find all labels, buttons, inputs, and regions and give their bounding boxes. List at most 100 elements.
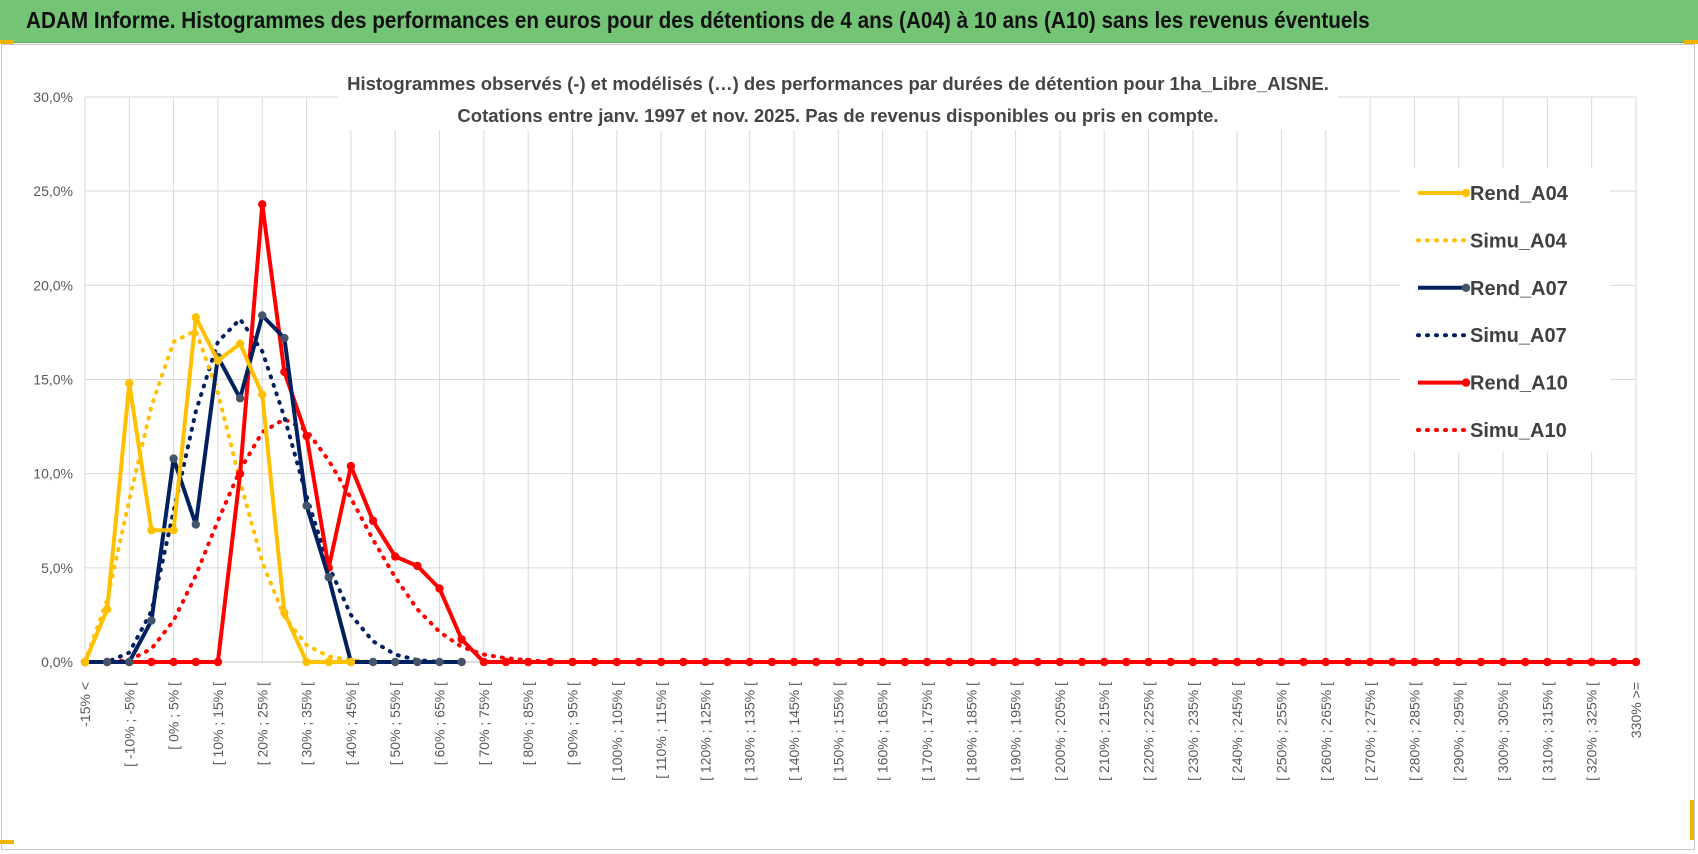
- data-point-Rend_A10: [967, 657, 976, 667]
- data-point-Rend_A07: [280, 333, 289, 343]
- data-point-Rend_A10: [767, 657, 777, 667]
- data-point-Rend_A10: [701, 657, 710, 667]
- x-tick-label: [ 150% ; 155% [: [830, 682, 846, 781]
- data-point-Rend_A07: [324, 573, 333, 582]
- legend-item-Simu_A07: Simu_A07: [1416, 325, 1567, 347]
- chart-title-line-2: Cotations entre janv. 1997 et nov. 2025.…: [457, 105, 1218, 126]
- x-tick-label: [ 80% ; 85% [: [520, 682, 536, 765]
- data-point-Rend_A10: [1188, 657, 1198, 667]
- y-tick-label: 15,0%: [33, 372, 73, 388]
- x-tick-label: [ 230% ; 235% [: [1185, 682, 1201, 781]
- chart-title: Histogrammes observés (-) et modélisés (…: [338, 64, 1338, 130]
- legend: Rend_A04 Simu_A04 Rend_A07 Simu_A07 Rend_A10…: [1400, 168, 1610, 452]
- y-tick-label: 25,0%: [33, 183, 73, 199]
- data-point-Rend_A07: [413, 657, 422, 667]
- x-tick-label: [ 270% ; 275% [: [1362, 682, 1378, 781]
- data-point-Rend_A10: [1521, 657, 1530, 667]
- series-line-Simu_A04: [83, 328, 375, 664]
- data-point-Rend_A10: [546, 657, 555, 667]
- x-tick-label: [ 180% ; 185% [: [963, 682, 979, 781]
- legend-label: Rend_A10: [1470, 373, 1568, 395]
- series-Simu_A07: [83, 317, 442, 664]
- data-point-Rend_A07: [169, 454, 178, 463]
- data-point-Rend_A10: [413, 561, 422, 571]
- data-point-Rend_A04: [125, 379, 134, 388]
- data-point-Rend_A10: [1365, 657, 1375, 667]
- x-tick-label: [ 310% ; 315% [: [1539, 682, 1555, 781]
- legend-item-Simu_A04: Simu_A04: [1416, 230, 1568, 252]
- legend-marker: [1461, 188, 1471, 198]
- x-tick-label: -15% <: [77, 682, 93, 727]
- data-point-Rend_A07: [368, 657, 378, 667]
- data-point-Rend_A10: [1565, 657, 1574, 667]
- data-point-Rend_A10: [1122, 657, 1131, 667]
- x-tick-label: [ 10% ; 15% [: [210, 682, 226, 765]
- data-point-Rend_A04: [235, 339, 245, 348]
- data-point-Rend_A10: [1343, 657, 1353, 667]
- data-point-Rend_A04: [169, 525, 178, 535]
- legend-item-Simu_A10: Simu_A10: [1416, 420, 1567, 442]
- x-tick-label: [ 210% ; 215% [: [1096, 682, 1112, 781]
- data-point-Rend_A07: [147, 616, 156, 625]
- data-point-Rend_A10: [834, 657, 843, 667]
- data-point-Rend_A10: [1543, 657, 1552, 667]
- data-point-Rend_A04: [280, 608, 289, 618]
- data-point-Rend_A10: [368, 516, 378, 525]
- data-point-Rend_A07: [302, 501, 311, 510]
- data-point-Rend_A10: [1255, 657, 1264, 667]
- x-tick-label: [ 300% ; 305% [: [1495, 682, 1511, 781]
- legend-box: [1400, 168, 1610, 452]
- data-point-Rend_A10: [302, 431, 311, 441]
- data-point-Rend_A10: [723, 657, 732, 667]
- legend-label: Rend_A04: [1470, 183, 1569, 205]
- data-point-Rend_A10: [944, 657, 954, 667]
- data-point-Rend_A10: [1055, 657, 1065, 667]
- data-point-Rend_A10: [1144, 657, 1153, 667]
- data-point-Rend_A10: [1609, 657, 1619, 667]
- data-point-Rend_A10: [1631, 657, 1641, 667]
- data-point-Rend_A10: [1587, 657, 1596, 667]
- data-point-Rend_A04: [324, 657, 333, 667]
- data-point-Rend_A10: [811, 657, 821, 667]
- data-point-Rend_A10: [1432, 657, 1441, 667]
- y-tick-label: 10,0%: [33, 466, 73, 482]
- gridlines: [84, 96, 1637, 663]
- data-point-Rend_A10: [1210, 657, 1220, 667]
- data-point-Rend_A04: [302, 657, 311, 667]
- data-point-Rend_A10: [391, 552, 400, 561]
- data-point-Rend_A07: [457, 657, 466, 667]
- y-tick-label: 5,0%: [41, 560, 73, 576]
- data-point-Rend_A10: [1011, 657, 1020, 667]
- legend-marker: [1461, 283, 1471, 292]
- legend-label: Simu_A04: [1470, 230, 1568, 252]
- data-point-Rend_A10: [856, 657, 865, 667]
- x-tick-label: 330% >=: [1628, 682, 1644, 738]
- data-point-Rend_A07: [191, 520, 200, 529]
- data-point-Rend_A10: [1277, 657, 1286, 667]
- legend-marker: [1461, 378, 1471, 387]
- data-point-Rend_A10: [457, 635, 466, 644]
- x-tick-label: [ 250% ; 255% [: [1273, 682, 1289, 781]
- x-tick-label: [ 320% ; 325% [: [1584, 682, 1600, 781]
- data-point-Rend_A07: [235, 394, 245, 403]
- data-point-Rend_A10: [1388, 657, 1397, 667]
- x-tick-label: [ 30% ; 35% [: [299, 682, 315, 765]
- corner-mark-top-right: [1684, 40, 1698, 44]
- legend-item-Rend_A10: Rend_A10: [1418, 373, 1568, 395]
- data-point-Rend_A10: [147, 657, 156, 667]
- x-tick-label: [ 280% ; 285% [: [1406, 682, 1422, 781]
- data-point-Rend_A10: [656, 657, 666, 667]
- data-point-Rend_A10: [523, 657, 533, 667]
- data-point-Rend_A10: [501, 657, 511, 667]
- series-Simu_A04: [83, 328, 375, 664]
- series-line-Simu_A07: [83, 317, 442, 664]
- page-title: ADAM Informe. Histogrammes des performan…: [26, 7, 1370, 33]
- data-point-Rend_A04: [213, 356, 223, 365]
- x-tick-label: [ 160% ; 165% [: [875, 682, 891, 781]
- data-point-Rend_A04: [258, 390, 267, 399]
- series-lines: [80, 200, 1641, 667]
- x-tick-label: [ 140% ; 145% [: [786, 682, 802, 781]
- data-point-Rend_A10: [435, 584, 444, 593]
- x-tick-label: [ 20% ; 25% [: [254, 682, 270, 765]
